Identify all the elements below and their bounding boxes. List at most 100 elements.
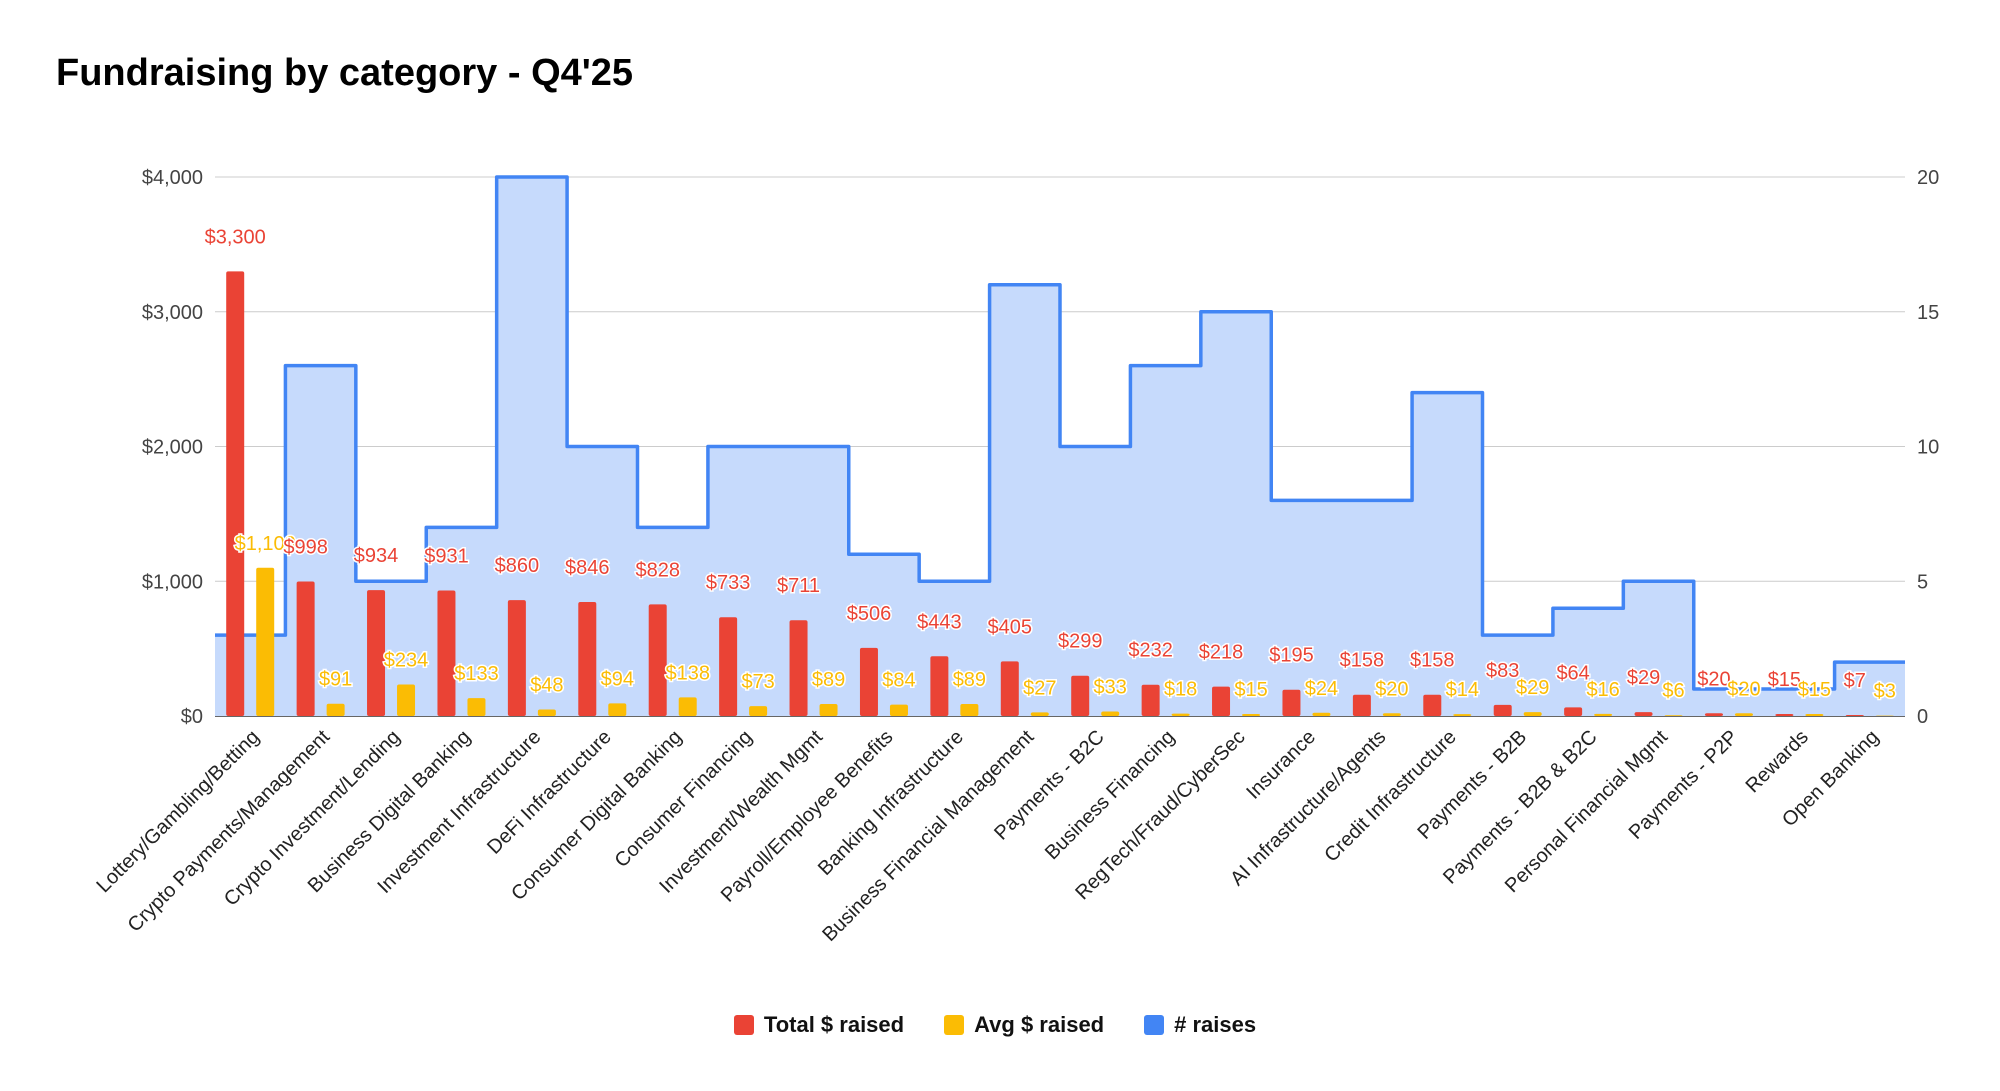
bar-total (1775, 713, 1794, 716)
bar-avg (1664, 715, 1683, 716)
data-label-avg: $89 (812, 669, 845, 691)
data-label-avg: $94 (601, 668, 634, 690)
data-label-avg: $33 (1094, 677, 1127, 699)
bar-avg (256, 567, 275, 716)
data-label-total: $158 (1410, 650, 1455, 672)
bar-total (719, 617, 738, 716)
bar-total (859, 647, 878, 716)
x-tick-label: Credit Infrastructure (1320, 726, 1461, 867)
y-right-tick-label: 5 (1917, 571, 1928, 593)
x-tick-label: Rewards (1742, 726, 1813, 797)
data-label-total: $405 (988, 616, 1033, 638)
bar-total (507, 600, 526, 716)
data-label-total: $931 (424, 546, 469, 568)
x-tick-label: Consumer Financing (611, 726, 757, 872)
data-label-total: $443 (917, 611, 962, 633)
bar-total (648, 604, 667, 716)
y-left-tick-label: $4,000 (142, 167, 203, 189)
bar-avg (1382, 713, 1401, 716)
bar-avg (889, 704, 908, 716)
data-label-total: $934 (354, 545, 399, 567)
bar-avg (1101, 711, 1120, 716)
bar-total (1564, 707, 1583, 716)
y-left-tick-label: $2,000 (142, 437, 203, 459)
bar-avg (1242, 713, 1261, 716)
data-label-avg: $89 (953, 669, 986, 691)
data-label-total: $733 (706, 572, 751, 594)
bar-total (1352, 694, 1371, 716)
bar-total (930, 656, 949, 716)
chart-legend: Total $ raised Avg $ raised # raises (0, 1012, 1990, 1038)
bar-avg (1805, 713, 1824, 716)
bar-total (437, 590, 456, 716)
data-label-total: $20 (1697, 668, 1730, 690)
bar-avg (819, 704, 838, 716)
data-label-avg: $138 (665, 662, 710, 684)
legend-label-raises: # raises (1174, 1012, 1257, 1037)
data-label-avg: $24 (1305, 678, 1338, 700)
data-label-total: $860 (495, 555, 540, 577)
bar-avg (1453, 714, 1472, 716)
legend-item-raises[interactable]: # raises (1144, 1012, 1256, 1038)
x-tick-label: Business Financing (1041, 726, 1179, 864)
legend-label-total: Total $ raised (763, 1012, 905, 1037)
data-label-total: $232 (1128, 640, 1173, 662)
y-right-tick-label: 10 (1917, 437, 1939, 459)
data-label-avg: $6 (1662, 680, 1684, 702)
bar-total (1141, 684, 1160, 716)
bar-total (1071, 675, 1090, 716)
bar-avg (1523, 712, 1542, 716)
bar-total (1423, 694, 1442, 716)
data-label-avg: $48 (530, 675, 563, 697)
data-label-avg: $1,100 (235, 533, 296, 555)
bar-avg (397, 684, 416, 716)
data-label-avg: $73 (741, 671, 774, 693)
bar-avg (1030, 712, 1049, 716)
legend-item-total[interactable]: Total $ raised (733, 1012, 905, 1038)
legend-item-avg[interactable]: Avg $ raised (944, 1012, 1104, 1038)
legend-label-avg: Avg $ raised (974, 1012, 1105, 1037)
y-right-tick-label: 0 (1917, 706, 1928, 728)
data-label-avg: $27 (1023, 677, 1056, 699)
bar-total (226, 271, 245, 716)
bar-avg (467, 698, 486, 716)
data-label-total: $506 (847, 603, 892, 625)
data-label-avg: $3 (1874, 681, 1896, 703)
bar-total (1634, 712, 1653, 716)
y-left-tick-label: $1,000 (142, 571, 203, 593)
bar-total (1282, 689, 1301, 716)
data-label-total: $64 (1556, 662, 1589, 684)
bar-total (578, 602, 597, 716)
bar-avg (1312, 712, 1331, 716)
data-label-total: $998 (283, 537, 328, 559)
bar-avg (537, 709, 556, 716)
chart-title: Fundraising by category - Q4'25 (56, 52, 634, 94)
data-label-total: $195 (1269, 645, 1314, 667)
data-label-total: $83 (1486, 660, 1519, 682)
bar-avg (608, 703, 627, 716)
raises-step-line (215, 175, 1905, 691)
data-label-total: $15 (1768, 669, 1801, 691)
y-left-tick-label: $3,000 (142, 302, 203, 324)
bar-total (1845, 715, 1864, 716)
bar-total (296, 581, 315, 716)
bar-total (1493, 704, 1512, 716)
data-label-avg: $84 (882, 670, 915, 692)
data-label-avg: $234 (384, 649, 429, 671)
data-label-total: $3,300 (205, 226, 266, 248)
data-label-avg: $18 (1164, 679, 1197, 701)
data-label-avg: $14 (1446, 679, 1479, 701)
bar-avg (1734, 713, 1753, 716)
data-label-avg: $91 (319, 669, 352, 691)
data-label-avg: $29 (1516, 677, 1549, 699)
legend-swatch-total (733, 1015, 754, 1035)
bar-avg (326, 703, 345, 716)
bar-total (1212, 686, 1231, 716)
y-right-tick-label: 20 (1917, 167, 1939, 189)
data-label-total: $828 (635, 559, 680, 581)
bar-avg (749, 706, 768, 716)
legend-swatch-raises (1144, 1015, 1165, 1035)
data-label-avg: $20 (1375, 678, 1408, 700)
data-label-total: $299 (1058, 631, 1103, 653)
